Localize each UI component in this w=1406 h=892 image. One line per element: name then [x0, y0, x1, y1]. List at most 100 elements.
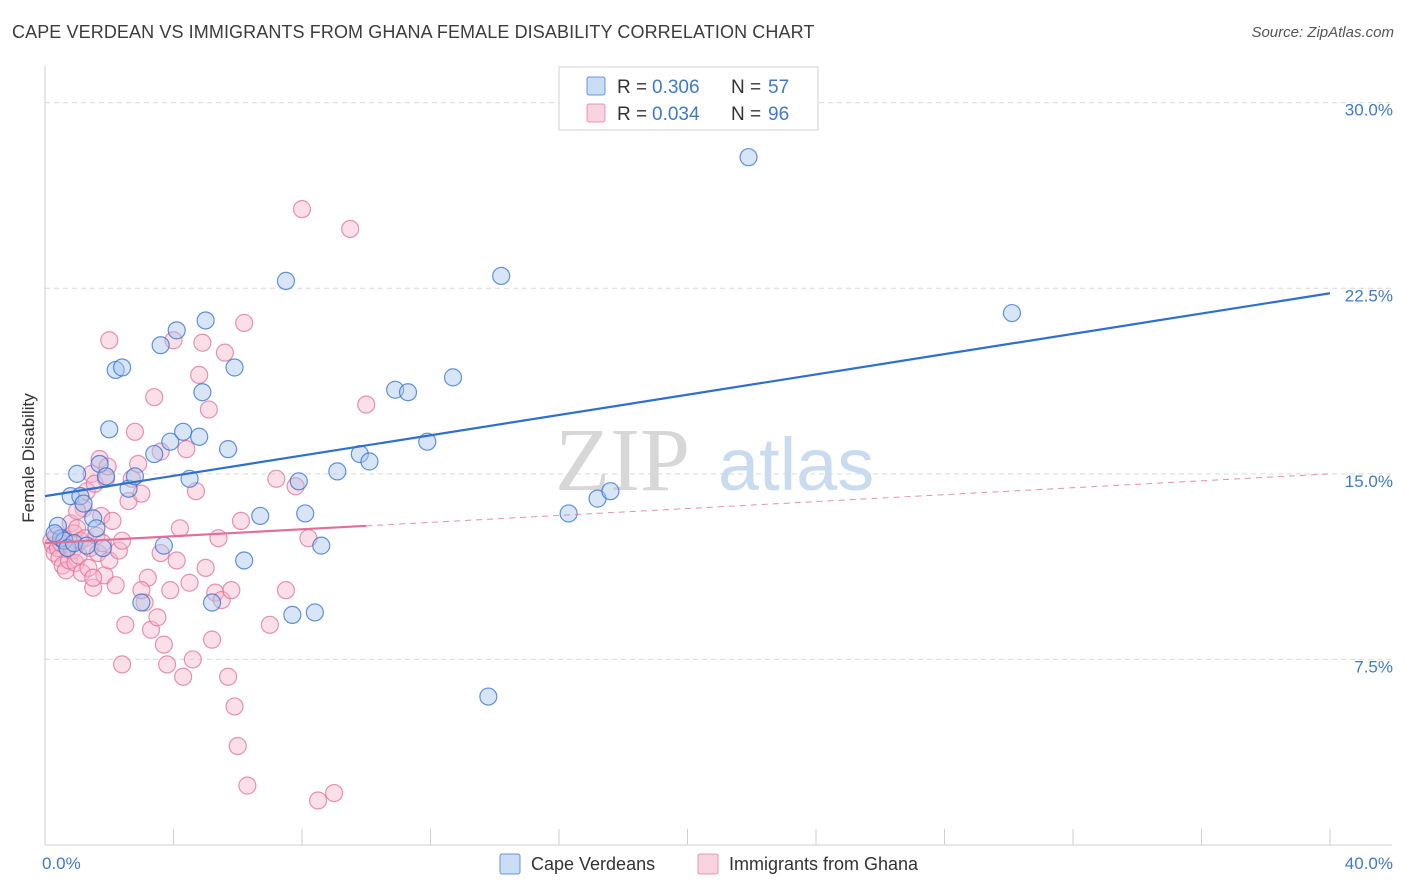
legend-bottom-swatch [697, 853, 719, 875]
ghana-point [276, 581, 296, 600]
ghana-point [209, 529, 228, 548]
legend-top-swatch [586, 76, 606, 96]
cape-verdean-point [87, 519, 106, 538]
ghana-point [154, 635, 173, 654]
x-tick-label: 40.0% [1345, 854, 1393, 873]
ghana-point [125, 422, 145, 441]
legend-r-value: 0.034 [652, 104, 700, 125]
cape-verdean-point [276, 271, 296, 290]
y-tick-label: 30.0% [1345, 101, 1393, 120]
cape-verdean-point [283, 605, 302, 625]
ghana-point [199, 400, 218, 419]
ghana-point [79, 558, 98, 577]
ghana-point [103, 511, 122, 530]
series-cape-verdean-points [45, 148, 1022, 706]
cape-verdean-point [443, 368, 463, 387]
cape-verdean-point [45, 524, 64, 543]
ghana-point [225, 697, 244, 716]
cape-verdean-point [296, 504, 315, 523]
cape-verdean-point [132, 593, 151, 612]
axes-layer: 7.5% 15.0% 22.5% 30.0% 0.0% 40.0% [42, 66, 1393, 873]
ghana-point [231, 511, 251, 530]
watermark-atlas: atlas [718, 423, 874, 506]
cape-verdean-point [251, 506, 270, 526]
ghana-trend-line-extension [366, 473, 1331, 527]
legend-bottom-label: Immigrants from Ghana [729, 854, 919, 874]
legend-r-label: R = [617, 77, 647, 98]
ghana-point [112, 531, 132, 550]
cape-verdean-point [312, 536, 331, 555]
ghana-point [84, 568, 103, 587]
ghana-point [222, 581, 241, 600]
ghana-point [161, 581, 180, 600]
watermark-zip: ZIP [555, 411, 690, 510]
cape-verdean-point [190, 427, 209, 446]
ghana-point [112, 655, 132, 674]
grid-layer [45, 102, 1392, 660]
cape-verdean-point [174, 422, 193, 441]
cape-verdean-point [74, 494, 93, 513]
ghana-point [132, 581, 151, 600]
ghana-point [235, 313, 254, 333]
watermark: ZIP atlas [555, 411, 874, 510]
y-tick-label: 22.5% [1345, 286, 1393, 305]
cape-verdean-point [479, 687, 498, 706]
series-ghana-points [42, 200, 376, 810]
ghana-point [148, 608, 167, 627]
ghana-point [196, 558, 215, 577]
trend-lines [44, 292, 1331, 545]
cape-verdean-point [145, 444, 164, 464]
legend-bottom: Cape Verdeans Immigrants from Ghana [499, 853, 919, 875]
cape-verdean-point [193, 383, 212, 402]
ghana-point [193, 333, 212, 352]
ghana-point [292, 200, 312, 219]
ghana-point [238, 776, 257, 795]
ghana-point [202, 630, 222, 649]
cape-verdean-point [96, 467, 116, 486]
cape-verdean-point [739, 148, 758, 167]
cape-verdean-point [68, 464, 87, 483]
cape-verdean-point [112, 358, 132, 377]
cape-verdean-point [305, 603, 324, 622]
ghana-point [357, 395, 376, 414]
ghana-point [215, 343, 234, 362]
cape-verdean-point [84, 509, 103, 528]
ghana-point [260, 615, 279, 634]
legend-n-value: 57 [768, 77, 789, 98]
ghana-point [116, 615, 135, 634]
legend-r-label: R = [617, 104, 647, 125]
ghana-point [183, 650, 202, 669]
y-tick-label: 15.0% [1345, 472, 1393, 491]
ghana-trend-line [44, 524, 367, 545]
cape-verdean-point [219, 440, 238, 459]
ghana-point [84, 578, 103, 597]
legend-top-swatch [586, 103, 606, 123]
ghana-point [145, 388, 164, 407]
legend-top: R = 0.306 N = 57 R = 0.034 N = 96 [558, 66, 819, 131]
cape-verdean-point [196, 311, 215, 330]
y-tick-label: 7.5% [1354, 657, 1393, 676]
cape-verdean-point [167, 321, 186, 340]
legend-bottom-swatch [499, 853, 521, 875]
cape-verdean-point [202, 593, 222, 612]
cape-verdean-point [398, 383, 418, 402]
ghana-point [170, 519, 190, 538]
ghana-point [157, 655, 177, 674]
source-label: Source: ZipAtlas.com [1251, 24, 1394, 41]
cape-verdean-point [151, 336, 170, 355]
cape-verdean-point [559, 504, 578, 523]
ghana-point [308, 791, 328, 810]
cape-verdean-point [100, 420, 119, 439]
ghana-point [100, 331, 119, 350]
legend-r-value: 0.306 [652, 77, 700, 98]
ghana-point [180, 573, 199, 592]
ghana-point [325, 783, 344, 803]
cape-verdean-trend-line [44, 292, 1331, 498]
ghana-point [267, 469, 286, 488]
cape-verdean-point [492, 266, 511, 286]
ghana-point [174, 667, 193, 686]
cape-verdean-point [225, 358, 244, 377]
ghana-point [167, 551, 186, 570]
ghana-point [190, 365, 209, 385]
legend-n-value: 96 [768, 104, 789, 125]
